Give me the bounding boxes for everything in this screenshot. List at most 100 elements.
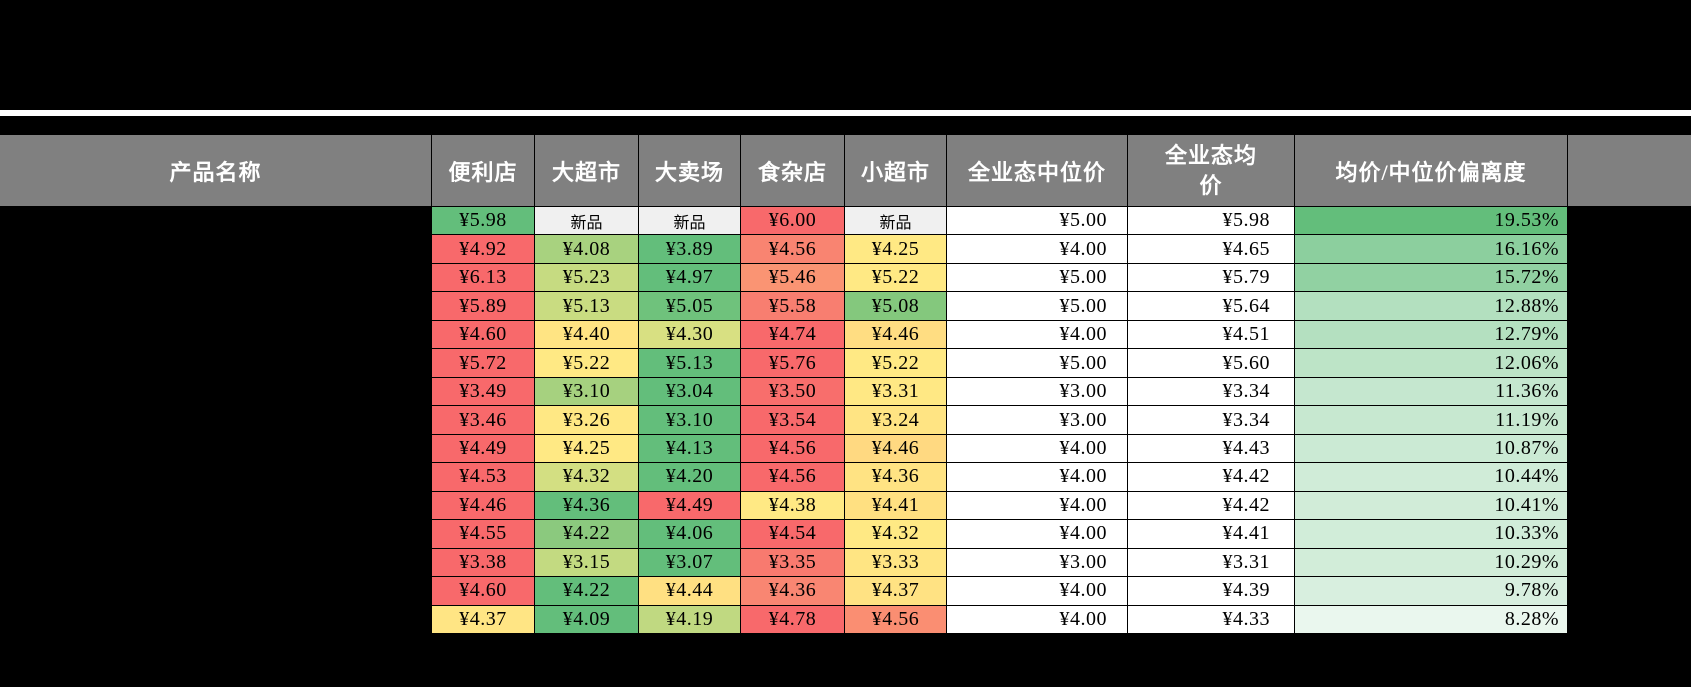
price-cell[interactable]: ¥4.53 — [432, 463, 535, 492]
average-price-cell[interactable]: ¥4.43 — [1128, 434, 1295, 464]
median-price-cell[interactable]: ¥5.00 — [947, 292, 1128, 321]
median-price-cell[interactable]: ¥3.00 — [947, 548, 1128, 578]
price-cell[interactable]: ¥4.46 — [845, 434, 947, 464]
median-price-cell[interactable]: ¥3.00 — [947, 406, 1128, 435]
header-convenience-store[interactable]: 便利店 — [432, 135, 535, 207]
price-cell[interactable]: ¥4.32 — [845, 520, 947, 549]
deviation-cell[interactable]: 10.44% — [1295, 463, 1568, 492]
price-cell[interactable]: ¥4.74 — [741, 320, 845, 350]
price-cell[interactable]: ¥4.97 — [639, 263, 741, 293]
deviation-cell[interactable]: 16.16% — [1295, 235, 1568, 264]
average-price-cell[interactable]: ¥4.42 — [1128, 463, 1295, 492]
price-cell[interactable]: ¥4.55 — [432, 520, 535, 549]
price-cell[interactable]: ¥4.78 — [741, 605, 845, 635]
price-cell[interactable]: ¥3.54 — [741, 406, 845, 435]
price-cell[interactable]: ¥4.60 — [432, 320, 535, 350]
price-cell[interactable]: ¥4.56 — [741, 235, 845, 264]
deviation-cell[interactable]: 10.41% — [1295, 491, 1568, 521]
deviation-cell[interactable]: 10.33% — [1295, 520, 1568, 549]
median-price-cell[interactable]: ¥4.00 — [947, 520, 1128, 549]
price-cell[interactable]: ¥5.08 — [845, 292, 947, 321]
price-cell[interactable]: ¥3.24 — [845, 406, 947, 435]
price-cell[interactable]: ¥3.15 — [535, 548, 639, 578]
header-all-format-average[interactable]: 全业态均价 — [1128, 135, 1295, 207]
price-cell[interactable]: ¥3.49 — [432, 377, 535, 407]
price-cell[interactable]: ¥4.25 — [845, 235, 947, 264]
price-cell[interactable]: ¥4.32 — [535, 463, 639, 492]
price-cell[interactable]: ¥4.08 — [535, 235, 639, 264]
price-cell[interactable]: ¥5.13 — [535, 292, 639, 321]
new-item-cell[interactable]: 新品 — [535, 207, 639, 236]
price-cell[interactable]: ¥3.50 — [741, 377, 845, 407]
price-cell[interactable]: ¥5.05 — [639, 292, 741, 321]
median-price-cell[interactable]: ¥3.00 — [947, 377, 1128, 407]
header-small-supermarket[interactable]: 小超市 — [845, 135, 947, 207]
price-cell[interactable]: ¥4.37 — [845, 577, 947, 606]
price-cell[interactable]: ¥4.30 — [639, 320, 741, 350]
price-cell[interactable]: ¥4.19 — [639, 605, 741, 635]
price-cell[interactable]: ¥4.46 — [432, 491, 535, 521]
price-cell[interactable]: ¥4.37 — [432, 605, 535, 635]
average-price-cell[interactable]: ¥5.79 — [1128, 263, 1295, 293]
header-product-name[interactable]: 产品名称 — [0, 135, 432, 207]
header-all-format-median[interactable]: 全业态中位价 — [947, 135, 1128, 207]
average-price-cell[interactable]: ¥3.31 — [1128, 548, 1295, 578]
average-price-cell[interactable]: ¥5.98 — [1128, 207, 1295, 236]
price-cell[interactable]: ¥3.04 — [639, 377, 741, 407]
average-price-cell[interactable]: ¥4.42 — [1128, 491, 1295, 521]
median-price-cell[interactable]: ¥5.00 — [947, 207, 1128, 236]
new-item-cell[interactable]: 新品 — [639, 207, 741, 236]
price-cell[interactable]: ¥4.36 — [741, 577, 845, 606]
median-price-cell[interactable]: ¥4.00 — [947, 434, 1128, 464]
median-price-cell[interactable]: ¥5.00 — [947, 349, 1128, 378]
price-cell[interactable]: ¥4.56 — [741, 434, 845, 464]
price-cell[interactable]: ¥4.20 — [639, 463, 741, 492]
price-cell[interactable]: ¥4.46 — [845, 320, 947, 350]
average-price-cell[interactable]: ¥4.51 — [1128, 320, 1295, 350]
price-cell[interactable]: ¥4.06 — [639, 520, 741, 549]
deviation-cell[interactable]: 11.19% — [1295, 406, 1568, 435]
price-cell[interactable]: ¥5.89 — [432, 292, 535, 321]
average-price-cell[interactable]: ¥4.65 — [1128, 235, 1295, 264]
price-cell[interactable]: ¥4.54 — [741, 520, 845, 549]
price-cell[interactable]: ¥3.07 — [639, 548, 741, 578]
price-cell[interactable]: ¥4.22 — [535, 520, 639, 549]
median-price-cell[interactable]: ¥4.00 — [947, 577, 1128, 606]
price-cell[interactable]: ¥5.23 — [535, 263, 639, 293]
median-price-cell[interactable]: ¥4.00 — [947, 491, 1128, 521]
deviation-cell[interactable]: 15.72% — [1295, 263, 1568, 293]
deviation-cell[interactable]: 10.29% — [1295, 548, 1568, 578]
price-cell[interactable]: ¥3.33 — [845, 548, 947, 578]
average-price-cell[interactable]: ¥5.64 — [1128, 292, 1295, 321]
price-cell[interactable]: ¥4.56 — [845, 605, 947, 635]
header-deviation[interactable]: 均价/中位价偏离度 — [1295, 135, 1568, 207]
price-cell[interactable]: ¥3.38 — [432, 548, 535, 578]
price-cell[interactable]: ¥4.38 — [741, 491, 845, 521]
price-cell[interactable]: ¥4.36 — [845, 463, 947, 492]
price-cell[interactable]: ¥3.46 — [432, 406, 535, 435]
price-cell[interactable]: ¥4.60 — [432, 577, 535, 606]
price-cell[interactable]: ¥6.00 — [741, 207, 845, 236]
price-cell[interactable]: ¥4.49 — [639, 491, 741, 521]
deviation-cell[interactable]: 8.28% — [1295, 605, 1568, 635]
price-cell[interactable]: ¥4.40 — [535, 320, 639, 350]
price-cell[interactable]: ¥5.13 — [639, 349, 741, 378]
median-price-cell[interactable]: ¥4.00 — [947, 235, 1128, 264]
deviation-cell[interactable]: 10.87% — [1295, 434, 1568, 464]
price-cell[interactable]: ¥4.56 — [741, 463, 845, 492]
price-cell[interactable]: ¥3.10 — [639, 406, 741, 435]
average-price-cell[interactable]: ¥3.34 — [1128, 406, 1295, 435]
price-cell[interactable]: ¥4.13 — [639, 434, 741, 464]
header-grocery-store[interactable]: 食杂店 — [741, 135, 845, 207]
price-cell[interactable]: ¥5.58 — [741, 292, 845, 321]
deviation-cell[interactable]: 12.88% — [1295, 292, 1568, 321]
deviation-cell[interactable]: 12.79% — [1295, 320, 1568, 350]
median-price-cell[interactable]: ¥4.00 — [947, 320, 1128, 350]
price-cell[interactable]: ¥6.13 — [432, 263, 535, 293]
price-cell[interactable]: ¥4.22 — [535, 577, 639, 606]
price-cell[interactable]: ¥4.44 — [639, 577, 741, 606]
price-cell[interactable]: ¥5.22 — [845, 263, 947, 293]
price-cell[interactable]: ¥3.26 — [535, 406, 639, 435]
average-price-cell[interactable]: ¥4.41 — [1128, 520, 1295, 549]
price-cell[interactable]: ¥4.92 — [432, 235, 535, 264]
